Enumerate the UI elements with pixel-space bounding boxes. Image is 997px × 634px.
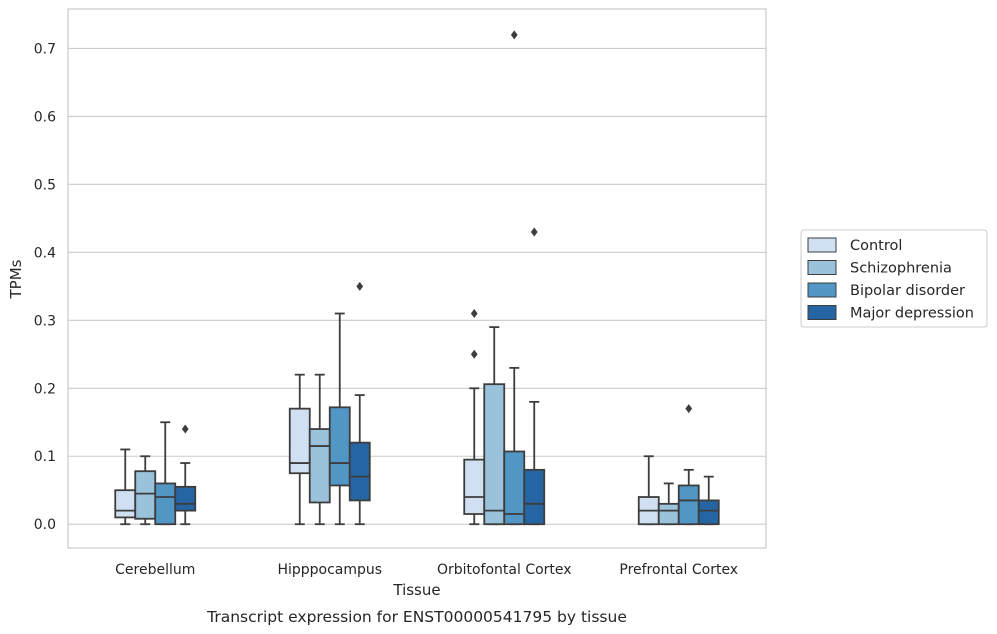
box-iqr — [154, 482, 177, 526]
y-tick-label: 0.0 — [34, 517, 56, 533]
y-tick-label: 0.6 — [34, 109, 56, 125]
box-4-1 — [637, 455, 660, 526]
outlier-point — [356, 281, 364, 291]
box-iqr — [134, 470, 157, 520]
box-iqr — [308, 428, 331, 504]
box-iqr — [114, 489, 137, 519]
legend-label: Major depression — [850, 306, 974, 322]
y-tick-label: 0.2 — [34, 381, 56, 397]
box-iqr — [677, 484, 700, 526]
legend-swatch — [807, 305, 837, 320]
legend-label: Bipolar disorder — [850, 283, 965, 299]
x-axis-label: Tissue — [392, 581, 440, 599]
x-tick-label: Cerebellum — [115, 562, 195, 578]
box-2-2 — [308, 373, 331, 526]
boxes-layer — [114, 30, 720, 526]
box-iqr — [523, 468, 546, 526]
x-tick-label: Prefrontal Cortex — [619, 562, 738, 578]
box-iqr — [483, 383, 506, 526]
outlier-point — [510, 30, 518, 40]
x-tick-labels: Cerebellum Hipppocampus Orbitofontal Corte… — [115, 562, 738, 578]
legend: Control Schizophrenia Bipolar disorder Majo… — [800, 229, 988, 328]
box-4-2 — [657, 482, 680, 526]
outlier-point — [470, 309, 478, 319]
grid-lines — [68, 47, 766, 525]
legend-swatch — [807, 260, 837, 275]
x-tick-label: Hipppocampus — [277, 562, 382, 578]
plot-frame — [67, 8, 767, 549]
outlier-point — [530, 227, 538, 237]
box-2-1 — [288, 373, 311, 526]
figure-caption: Transcript expression for ENST0000054179… — [206, 608, 627, 626]
legend-swatch — [807, 282, 837, 298]
y-tick-label: 0.3 — [34, 313, 56, 329]
box-2-4 — [348, 281, 371, 526]
box-2-3 — [328, 312, 351, 526]
box-3-4 — [523, 227, 546, 526]
box-4-4 — [697, 475, 720, 526]
legend-label: Schizophrenia — [850, 261, 952, 277]
y-tick-label: 0.5 — [34, 177, 56, 193]
y-axis-label: TPMs — [7, 259, 25, 299]
legend-swatch — [807, 237, 837, 253]
box-1-1 — [114, 448, 137, 526]
box-3-2 — [483, 326, 506, 526]
box-iqr — [697, 499, 720, 526]
y-tick-label: 0.1 — [34, 449, 56, 465]
y-tick-labels: 0.0 0.1 0.2 0.3 0.4 0.5 0.6 0.7 — [34, 41, 56, 533]
box-iqr — [348, 441, 371, 502]
legend-items: Control Schizophrenia Bipolar disorder Majo… — [807, 237, 974, 322]
box-1-4 — [174, 424, 197, 526]
box-4-3 — [677, 404, 700, 526]
legend-label: Control — [850, 238, 902, 254]
box-iqr — [174, 485, 197, 512]
box-1-3 — [154, 421, 177, 526]
box-iqr — [463, 458, 486, 515]
box-iqr — [328, 406, 351, 487]
outlier-point — [685, 404, 693, 414]
outlier-point — [181, 424, 189, 434]
y-tick-label: 0.4 — [34, 245, 56, 261]
x-tick-label: Orbitofontal Cortex — [437, 562, 572, 578]
legend-frame — [800, 229, 988, 328]
box-3-3 — [503, 30, 526, 526]
box-1-2 — [134, 455, 157, 526]
box-iqr — [657, 502, 680, 526]
outlier-point — [470, 349, 478, 359]
y-tick-label: 0.7 — [34, 41, 56, 57]
box-3-1 — [463, 309, 486, 526]
